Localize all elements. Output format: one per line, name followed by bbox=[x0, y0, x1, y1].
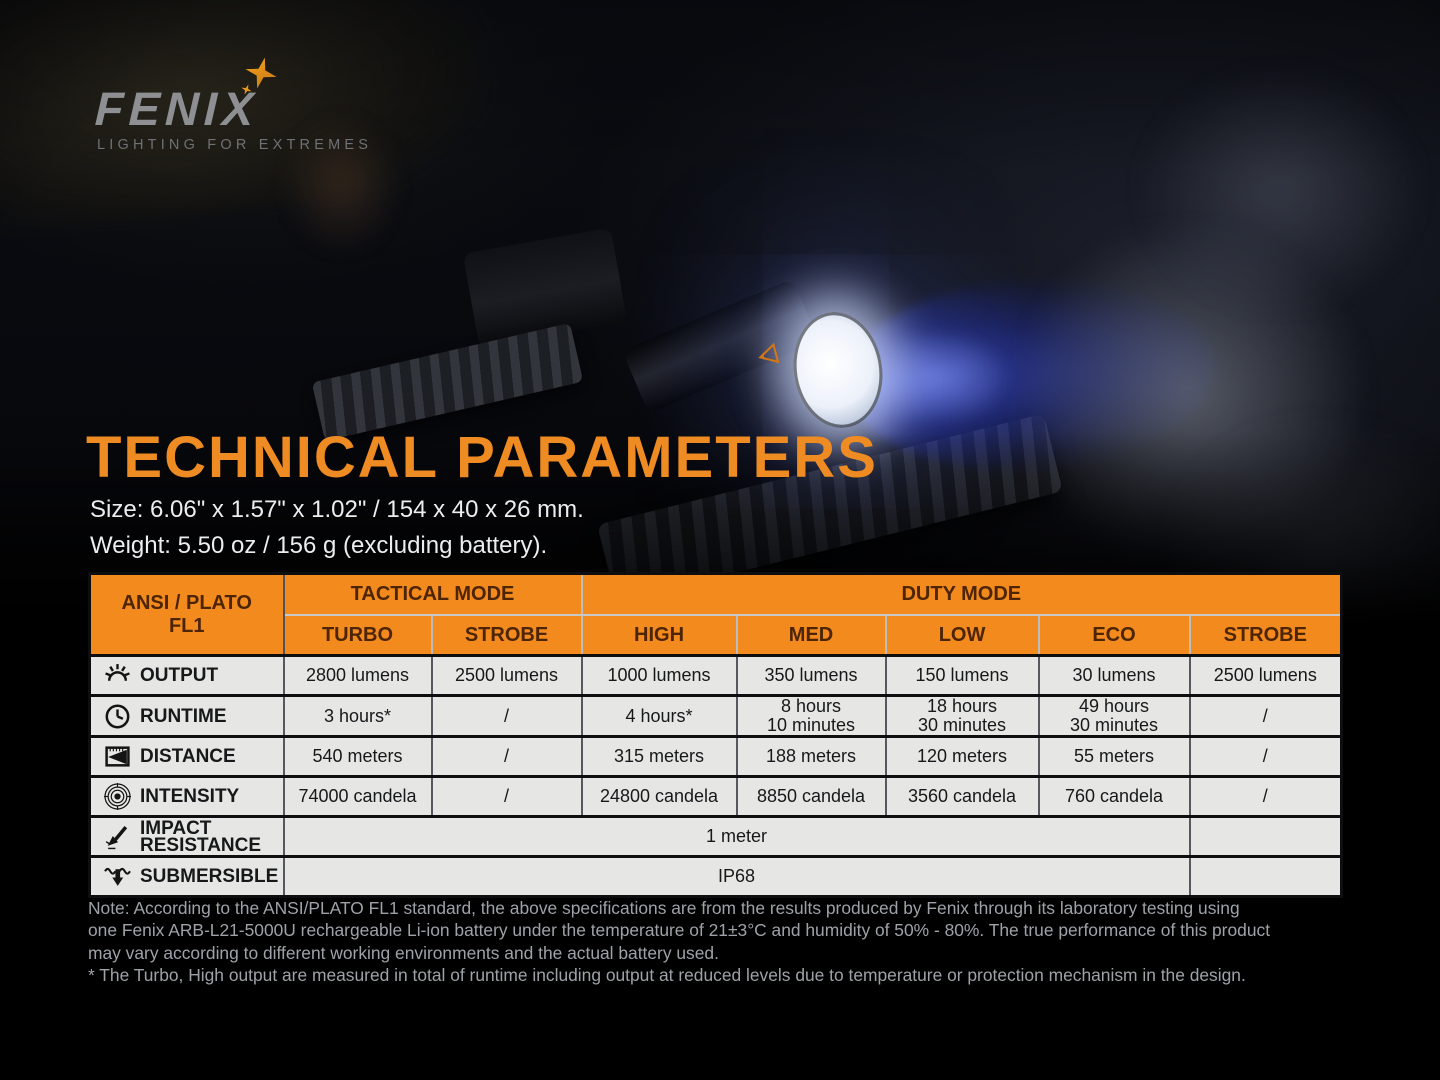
cell-runtime-low: 18 hours 30 minutes bbox=[884, 694, 1040, 738]
table-row-output: OUTPUT 2800 lumens 2500 lumens 1000 lume… bbox=[88, 654, 1343, 697]
row-label: SUBMERSIBLE bbox=[140, 866, 279, 887]
cell-runtime-high: 4 hours* bbox=[580, 694, 738, 738]
cell-runtime-strobe2: / bbox=[1188, 694, 1343, 738]
cell-intensity-low: 3560 candela bbox=[884, 775, 1040, 818]
row-label: OUTPUT bbox=[140, 665, 219, 686]
cell-distance-low: 120 meters bbox=[884, 735, 1040, 778]
note-line: may vary according to different working … bbox=[88, 942, 719, 963]
cell-output-high: 1000 lumens bbox=[580, 654, 738, 697]
cell-intensity-eco: 760 candela bbox=[1037, 775, 1191, 818]
brand-name: FENIX bbox=[94, 82, 260, 135]
cell-intensity-strobe2: / bbox=[1188, 775, 1343, 818]
cell-output-med: 350 lumens bbox=[735, 654, 887, 697]
cell-distance-high: 315 meters bbox=[580, 735, 738, 778]
table-row-intensity: INTENSITY 74000 candela / 24800 candela … bbox=[88, 775, 1343, 818]
cell-output-eco: 30 lumens bbox=[1037, 654, 1191, 697]
size-spec: Size: 6.06" x 1.57" x 1.02" / 154 x 40 x… bbox=[90, 496, 584, 523]
cell-runtime-strobe: / bbox=[430, 694, 583, 738]
row-label: IMPACT RESISTANCE bbox=[140, 817, 262, 856]
cell-runtime-eco: 49 hours 30 minutes bbox=[1037, 694, 1191, 738]
footnotes: Note: According to the ANSI/PLATO FL1 st… bbox=[88, 897, 1378, 987]
mode-header-low: LOW bbox=[884, 614, 1040, 656]
target-intensity-icon bbox=[104, 783, 131, 810]
flashlight-beam-core bbox=[862, 330, 1012, 425]
row-label: INTENSITY bbox=[140, 786, 240, 807]
cell-distance-med: 188 meters bbox=[735, 735, 887, 778]
cell-output-strobe: 2500 lumens bbox=[430, 654, 583, 697]
impact-arrow-icon bbox=[105, 826, 128, 850]
mode-header-eco: ECO bbox=[1037, 614, 1191, 656]
note-line: one Fenix ARB-L21-5000U rechargeable Li-… bbox=[88, 920, 1271, 941]
spec-table: ANSI / PLATO FL1 TACTICAL MODE DUTY MODE… bbox=[88, 572, 1344, 898]
weight-spec: Weight: 5.50 oz / 156 g (excluding batte… bbox=[90, 532, 548, 559]
light-output-icon bbox=[105, 664, 130, 681]
cell-intensity-med: 8850 candela bbox=[735, 775, 887, 818]
cell-runtime-med: 8 hours 10 minutes bbox=[735, 694, 887, 738]
corner-header: ANSI / PLATO FL1 bbox=[88, 573, 285, 657]
mode-header-strobe-tactical: STROBE bbox=[430, 614, 583, 656]
group-header-tactical: TACTICAL MODE bbox=[282, 573, 583, 616]
cell-impact-strobe2 bbox=[1188, 815, 1343, 858]
cell-intensity-high: 24800 candela bbox=[580, 775, 738, 818]
table-row-runtime: RUNTIME 3 hours* / 4 hours* 8 hours 10 m… bbox=[88, 694, 1343, 738]
clock-icon bbox=[105, 704, 130, 728]
table-row-submersible: SUBMERSIBLE IP68 bbox=[88, 855, 1343, 898]
cell-distance-strobe2: / bbox=[1188, 735, 1343, 778]
cell-output-low: 150 lumens bbox=[884, 654, 1040, 697]
note-line: * The Turbo, High output are measured in… bbox=[88, 965, 1246, 986]
cell-submersible-strobe2 bbox=[1188, 855, 1343, 898]
beam-distance-icon bbox=[105, 746, 130, 767]
cell-output-turbo: 2800 lumens bbox=[282, 654, 433, 697]
mode-header-strobe-duty: STROBE bbox=[1188, 614, 1343, 656]
cell-distance-eco: 55 meters bbox=[1037, 735, 1191, 778]
flashlight-body bbox=[622, 278, 819, 414]
cell-impact-value: 1 meter bbox=[282, 815, 1191, 858]
cell-runtime-turbo: 3 hours* bbox=[282, 694, 433, 738]
cell-distance-turbo: 540 meters bbox=[282, 735, 433, 778]
cell-distance-strobe: / bbox=[430, 735, 583, 778]
row-label: DISTANCE bbox=[140, 746, 236, 767]
cell-submersible-value: IP68 bbox=[282, 855, 1191, 898]
cell-intensity-turbo: 74000 candela bbox=[282, 775, 433, 818]
cell-intensity-strobe: / bbox=[430, 775, 583, 818]
mode-header-med: MED bbox=[735, 614, 887, 656]
note-line: Note: According to the ANSI/PLATO FL1 st… bbox=[88, 898, 1240, 918]
mode-header-turbo: TURBO bbox=[282, 614, 433, 656]
mode-header-high: HIGH bbox=[580, 614, 738, 656]
cell-output-strobe2: 2500 lumens bbox=[1188, 654, 1343, 697]
page-title: TECHNICAL PARAMETERS bbox=[86, 425, 878, 490]
brand-tagline: LIGHTING FOR EXTREMES bbox=[97, 137, 373, 153]
fenix-arrow-emblem-icon bbox=[756, 342, 782, 368]
group-header-duty: DUTY MODE bbox=[580, 573, 1343, 616]
water-submersible-icon bbox=[104, 867, 131, 886]
table-row-impact: IMPACT RESISTANCE 1 meter bbox=[88, 815, 1343, 858]
face-shadow-shape bbox=[282, 115, 402, 255]
table-row-distance: DISTANCE 540 meters / 315 meters 188 met… bbox=[88, 735, 1343, 778]
smoke-cloud bbox=[1140, 70, 1420, 310]
row-label: RUNTIME bbox=[140, 705, 227, 727]
